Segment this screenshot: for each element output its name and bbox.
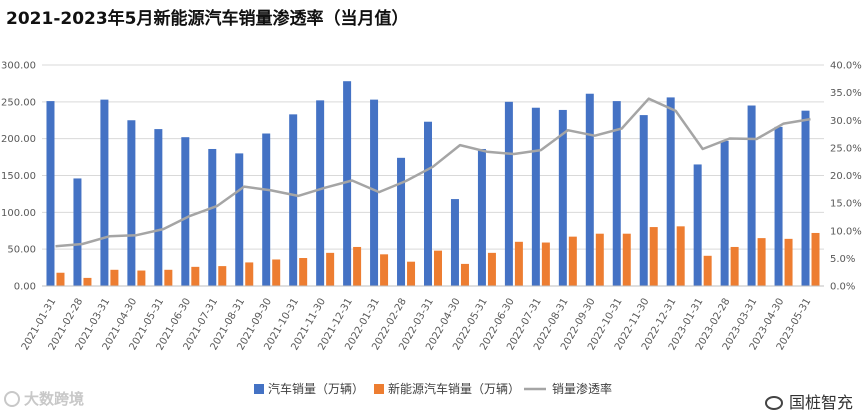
bar-vehicle-sales bbox=[73, 178, 82, 286]
bar-vehicle-sales bbox=[747, 105, 756, 287]
bar-vehicle-sales bbox=[154, 129, 163, 286]
y-right-tick-label: 30.0% bbox=[830, 116, 862, 127]
bar-vehicle-sales bbox=[46, 101, 55, 286]
bar-nev-sales bbox=[568, 236, 577, 286]
bar-nev-sales bbox=[380, 254, 389, 286]
bar-vehicle-sales bbox=[262, 133, 271, 286]
line-penetration-rate bbox=[55, 97, 811, 248]
brand-logo-icon bbox=[4, 391, 20, 407]
bar-vehicle-sales bbox=[504, 101, 513, 286]
bar-nev-sales bbox=[326, 252, 335, 286]
y-right-tick-label: 5.0% bbox=[830, 254, 855, 265]
y-right-tick-label: 20.0% bbox=[830, 171, 862, 182]
y-right-tick-label: 40.0% bbox=[830, 61, 862, 72]
legend-nev-sales-swatch bbox=[374, 384, 384, 394]
bar-nev-sales bbox=[622, 233, 631, 286]
bar-nev-sales bbox=[218, 266, 227, 286]
y-left-tick-label: 0.00 bbox=[14, 282, 36, 293]
bar-nev-sales bbox=[487, 252, 496, 286]
bar-vehicle-sales bbox=[235, 153, 244, 286]
bar-nev-sales bbox=[245, 262, 254, 286]
bar-nev-sales bbox=[784, 238, 793, 286]
bar-vehicle-sales bbox=[100, 99, 109, 286]
bar-vehicle-sales bbox=[477, 148, 486, 286]
bar-vehicle-sales bbox=[289, 114, 298, 287]
bar-nev-sales bbox=[299, 258, 308, 286]
watermark-right: 国桩智充 bbox=[764, 389, 853, 413]
y-right-tick-label: 35.0% bbox=[830, 88, 862, 99]
y-left-tick-label: 150.00 bbox=[1, 171, 36, 182]
y-right-tick-label: 15.0% bbox=[830, 199, 862, 210]
bar-nev-sales bbox=[460, 263, 469, 286]
bar-nev-sales bbox=[434, 250, 442, 286]
bar-vehicle-sales bbox=[370, 99, 379, 286]
y-left-tick-label: 200.00 bbox=[1, 134, 36, 145]
bar-vehicle-sales bbox=[801, 110, 810, 286]
legend-penetration-rate-label: 销量渗透率 bbox=[552, 381, 612, 396]
bar-nev-sales bbox=[703, 255, 712, 286]
y-right-tick-label: 25.0% bbox=[830, 143, 862, 154]
y-right-tick-label: 10.0% bbox=[830, 226, 862, 237]
bar-nev-sales bbox=[56, 272, 65, 286]
y-left-tick-label: 300.00 bbox=[1, 61, 36, 72]
bar-nev-sales bbox=[83, 277, 92, 286]
bar-vehicle-sales bbox=[424, 121, 432, 287]
bar-nev-sales bbox=[407, 261, 416, 286]
bar-vehicle-sales bbox=[558, 109, 567, 286]
y-left-tick-label: 50.00 bbox=[7, 245, 36, 256]
watermark-right-text: 国桩智充 bbox=[788, 393, 853, 412]
chart-title: 2021-2023年5月新能源汽车销量渗透率（当月值） bbox=[6, 9, 409, 29]
bar-nev-sales bbox=[272, 259, 281, 286]
bar-vehicle-sales bbox=[343, 81, 352, 286]
legend-vehicle-sales-label: 汽车销量（万辆） bbox=[268, 381, 364, 396]
bar-vehicle-sales bbox=[612, 101, 621, 286]
bar-vehicle-sales bbox=[316, 100, 325, 286]
y-left-tick-label: 250.00 bbox=[1, 97, 36, 108]
bar-vehicle-sales bbox=[693, 164, 702, 286]
bar-vehicle-sales bbox=[720, 140, 729, 286]
bar-vehicle-sales bbox=[397, 157, 406, 286]
bar-nev-sales bbox=[191, 266, 200, 286]
bar-vehicle-sales bbox=[531, 107, 540, 286]
bar-nev-sales bbox=[353, 246, 362, 286]
bar-vehicle-sales bbox=[127, 120, 136, 286]
bar-nev-sales bbox=[649, 227, 658, 286]
bar-nev-sales bbox=[595, 233, 604, 286]
bar-vehicle-sales bbox=[450, 199, 459, 286]
bar-vehicle-sales bbox=[181, 137, 190, 286]
bar-nev-sales bbox=[137, 270, 146, 286]
bar-nev-sales bbox=[676, 226, 685, 286]
bar-nev-sales bbox=[757, 238, 766, 286]
bar-vehicle-sales bbox=[666, 97, 675, 286]
bar-nev-sales bbox=[811, 232, 820, 286]
bar-vehicle-sales bbox=[208, 148, 217, 286]
bar-nev-sales bbox=[164, 269, 173, 286]
y-right-tick-label: 0.0% bbox=[830, 282, 855, 293]
bar-nev-sales bbox=[541, 242, 550, 286]
y-left-tick-label: 100.00 bbox=[1, 208, 36, 219]
legend-nev-sales-label: 新能源汽车销量（万辆） bbox=[388, 381, 520, 396]
watermark-left: 大数跨境 bbox=[4, 388, 84, 409]
watermark-left-text: 大数跨境 bbox=[24, 390, 85, 408]
legend-vehicle-sales-swatch bbox=[254, 384, 264, 394]
wechat-icon bbox=[764, 396, 783, 410]
bar-vehicle-sales bbox=[585, 93, 594, 286]
bar-nev-sales bbox=[514, 241, 523, 286]
bar-nev-sales bbox=[730, 246, 739, 286]
bar-vehicle-sales bbox=[774, 126, 783, 286]
bar-nev-sales bbox=[110, 269, 119, 286]
bar-vehicle-sales bbox=[639, 115, 648, 287]
